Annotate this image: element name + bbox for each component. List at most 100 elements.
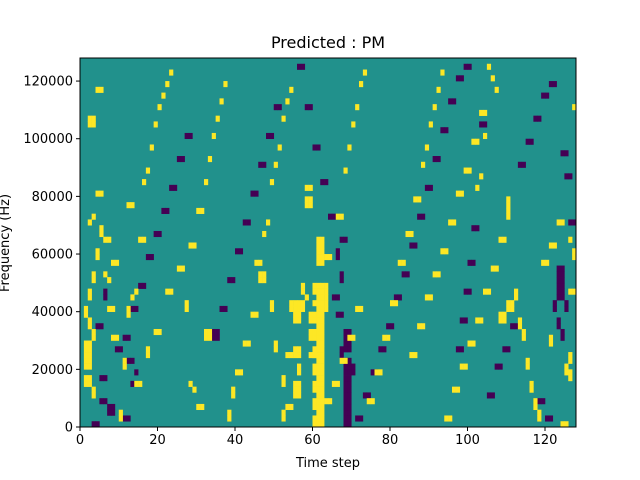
heatmap-cell-low <box>219 305 224 312</box>
heatmap-cell-high <box>215 115 220 122</box>
heatmap-cell-high <box>428 121 433 128</box>
heatmap-cell-low <box>250 190 255 197</box>
heatmap-cell-high <box>324 254 329 261</box>
heatmap-cell-high <box>130 294 135 301</box>
heatmap-cell-high <box>316 421 321 428</box>
heatmap-cell-high <box>142 179 147 186</box>
heatmap-cell-high <box>289 403 294 411</box>
heatmap-cell-high <box>83 311 89 318</box>
heatmap-cell-high <box>200 403 205 411</box>
heatmap-cell-high <box>494 265 499 272</box>
heatmap-cell-high <box>138 236 143 243</box>
heatmap-cell-low <box>347 415 352 422</box>
heatmap-cell-high <box>320 294 325 301</box>
heatmap-cell-low <box>417 213 422 220</box>
heatmap-cell-high <box>134 380 139 387</box>
heatmap-cell-low <box>273 104 278 111</box>
heatmap-cell-high <box>91 121 96 128</box>
heatmap-cell-low <box>142 282 147 289</box>
heatmap-cell-low <box>343 236 348 243</box>
heatmap-cell-high <box>103 236 108 243</box>
heatmap-cell-low <box>455 346 461 353</box>
heatmap-cell-high <box>324 398 329 405</box>
heatmap-cell-low <box>343 421 348 428</box>
heatmap-cell-high <box>556 219 561 226</box>
heatmap-cell-low <box>564 150 569 157</box>
heatmap-cell-high <box>281 415 286 422</box>
heatmap-cell-high <box>316 288 321 295</box>
heatmap-cell-low <box>347 392 352 399</box>
heatmap-cell-high <box>204 334 209 341</box>
heatmap-cell-high <box>331 380 337 387</box>
heatmap-cell-high <box>118 409 123 416</box>
plot-background <box>80 58 576 427</box>
heatmap-cell-high <box>157 104 162 111</box>
heatmap-cell-high <box>83 340 89 347</box>
x-tick-label: 120 <box>533 433 558 448</box>
heatmap-cell-high <box>517 323 523 330</box>
heatmap-cell-high <box>83 346 89 353</box>
heatmap-cell-high <box>560 219 565 226</box>
heatmap-cell-low <box>467 63 472 70</box>
heatmap-cell-high <box>537 409 542 416</box>
heatmap-cell-high <box>87 288 92 295</box>
heatmap-cell-high <box>324 305 329 312</box>
heatmap-cell-high <box>459 190 464 197</box>
heatmap-cell-high <box>359 305 364 312</box>
heatmap-cell-low <box>324 179 329 186</box>
heatmap-cell-low <box>138 282 143 289</box>
heatmap-cell-low <box>262 161 267 168</box>
heatmap-cell-low <box>316 144 321 151</box>
heatmap-cell-low <box>560 150 565 157</box>
heatmap-cell-high <box>122 357 127 364</box>
heatmap-cell-high <box>312 288 317 295</box>
heatmap-cell-high <box>452 386 457 393</box>
heatmap-cell-low <box>343 328 348 336</box>
heatmap-cell-high <box>312 311 317 318</box>
heatmap-cell-low <box>343 415 348 422</box>
heatmap-cell-high <box>95 248 100 255</box>
heatmap-cell-high <box>91 392 96 399</box>
heatmap-cell-high <box>370 398 375 405</box>
heatmap-cell-high <box>568 357 573 364</box>
heatmap-cell-low <box>560 277 565 284</box>
heatmap-cell-high <box>428 294 433 301</box>
heatmap-cell-high <box>91 277 96 284</box>
heatmap-cell-low <box>560 288 565 295</box>
heatmap-cell-high <box>320 259 325 266</box>
heatmap-cell-high <box>393 300 399 307</box>
heatmap-cell-low <box>266 132 271 140</box>
heatmap-cell-high <box>405 230 410 238</box>
heatmap-cell-high <box>506 300 511 307</box>
heatmap-cell-low <box>153 230 158 238</box>
heatmap-cell-high <box>397 259 402 266</box>
heatmap-cell-high <box>320 403 325 411</box>
heatmap-cell-high <box>521 328 526 336</box>
heatmap-cell-high <box>316 254 321 261</box>
heatmap-cell-low <box>490 392 495 399</box>
heatmap-cell-high <box>417 196 422 203</box>
heatmap-cell-low <box>471 259 476 266</box>
heatmap-cell-low <box>351 369 356 376</box>
heatmap-cell-high <box>525 363 530 370</box>
heatmap-cell-low <box>343 375 348 382</box>
heatmap-cell-high <box>293 352 298 359</box>
heatmap-cell-high <box>83 375 89 382</box>
heatmap-cell-high <box>320 328 325 336</box>
heatmap-cell-low <box>428 184 433 191</box>
heatmap-cell-low <box>235 248 240 255</box>
heatmap-cell-low <box>452 98 457 105</box>
heatmap-cell-high <box>490 75 495 82</box>
heatmap-cell-low <box>130 380 135 387</box>
heatmap-cell-high <box>87 346 92 353</box>
heatmap-cell-high <box>312 352 317 359</box>
heatmap-cell-high <box>417 323 422 330</box>
heatmap-cell-high <box>498 317 503 324</box>
heatmap-cell-high <box>486 63 492 70</box>
heatmap-cell-low <box>393 294 399 301</box>
plot-area <box>79 57 577 428</box>
heatmap-cell-high <box>448 415 453 422</box>
heatmap-cell-high <box>308 196 313 203</box>
heatmap-cell-low <box>537 115 542 122</box>
heatmap-cell-high <box>486 288 492 295</box>
